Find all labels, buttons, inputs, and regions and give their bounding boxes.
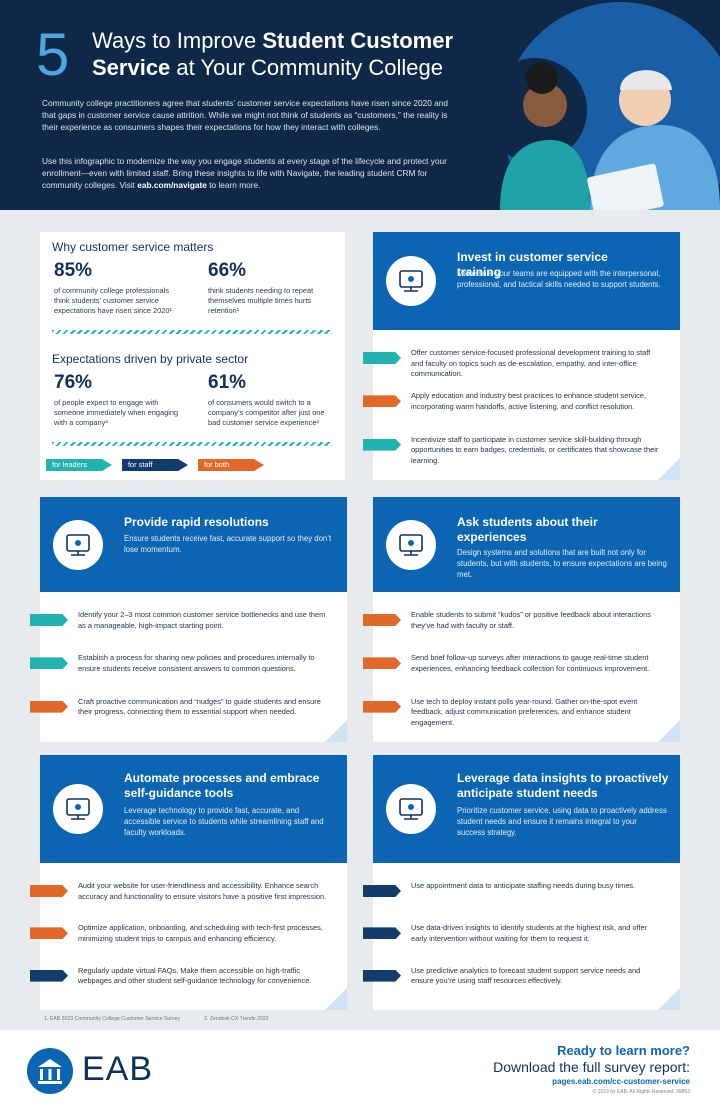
legend-tag: for leaders	[46, 459, 112, 471]
list-item: Offer customer service-focused professio…	[411, 348, 651, 378]
audience-tag	[30, 885, 68, 897]
card-title: Invest in customer service training	[457, 250, 608, 279]
card-header: Automate processes and embrace self-guid…	[40, 755, 347, 863]
legend-tag: for staff	[122, 459, 188, 471]
link[interactable]: eab.com/navigate	[137, 180, 207, 190]
card-icon	[53, 784, 103, 834]
list-item: Audit your website for user-friendliness…	[78, 881, 327, 901]
card: Automate processes and embrace self-guid…	[30, 755, 347, 1010]
card-description: Ensure students receive fast, accurate s…	[124, 534, 332, 554]
intro: Community college practitioners agree th…	[42, 98, 448, 132]
title-part: at Your Community College	[170, 55, 443, 80]
card-icon	[386, 784, 436, 834]
stat-value: 66%	[208, 260, 247, 281]
card: Provide rapid resolutions Ensure students…	[30, 497, 347, 742]
stats-heading: Why customer service matters	[52, 240, 214, 254]
download: Download the full survey report:	[493, 1059, 690, 1075]
audience-tag	[30, 700, 68, 713]
card-title: Automate processes and embrace self-guid…	[124, 771, 320, 800]
stat-text: of people expect to engage with someone …	[54, 398, 179, 427]
intro: Use this infographic to modernize the wa…	[42, 155, 462, 191]
list-item: Use appointment data to anticipate staff…	[411, 881, 636, 890]
number: 5	[36, 21, 70, 88]
stat-text: think students needing to repeat themsel…	[208, 286, 314, 315]
card-header: Invest in customer service training Make …	[373, 232, 680, 330]
divider	[52, 442, 332, 446]
audience-tag	[363, 614, 401, 626]
footer: EAB Ready to learn more? Download the fu…	[0, 1030, 720, 1112]
footnote: 1. EAB 2023 Community College Customer S…	[44, 1016, 181, 1022]
cta: Ready to learn more?	[557, 1043, 690, 1058]
card-description: Make sure your teams are equipped with t…	[457, 269, 661, 289]
stat-text: of community college professionals think…	[54, 286, 172, 315]
card-icon	[53, 519, 103, 570]
card-icon	[386, 519, 436, 570]
stat-value: 76%	[54, 372, 93, 393]
corner	[658, 988, 680, 1010]
card-header: Leverage data insights to proactively an…	[373, 755, 680, 863]
list-item: Craft proactive communication and “nudge…	[78, 696, 321, 717]
stat-value: 85%	[54, 260, 93, 281]
card-header: Provide rapid resolutions Ensure students…	[40, 497, 347, 592]
audience-tag	[30, 657, 68, 670]
logo-text: EAB	[82, 1050, 154, 1088]
card-header: Ask students about their experiences Desi…	[373, 497, 680, 592]
audience-tag	[30, 969, 68, 982]
illustration	[483, 2, 720, 210]
footnote: 2. Zendesk CX Trends 2022	[204, 1016, 269, 1022]
list-item: Incentivize staff to participate in cust…	[411, 434, 659, 465]
logo-icon	[27, 1048, 73, 1094]
audience-tag	[363, 395, 401, 408]
list-item: Optimize application, onboarding, and sc…	[78, 923, 323, 943]
audience-tag	[363, 438, 401, 451]
corner	[658, 458, 680, 480]
card-icon	[386, 256, 436, 306]
audience-tag	[30, 927, 68, 940]
corner	[325, 988, 347, 1010]
corner	[658, 720, 680, 742]
link[interactable]: pages.eab.com/cc-customer-service	[552, 1077, 690, 1086]
list-item: Establish a process for sharing new poli…	[78, 653, 315, 673]
card-title: Ask students about their experiences	[457, 515, 598, 544]
list-item: Identify your 2–3 most common customer s…	[78, 610, 326, 630]
intro-text: Use this infographic to modernize the wa…	[42, 156, 447, 190]
title: Ways to Improve Student Customer Service…	[92, 27, 502, 81]
corner	[325, 720, 347, 742]
list-item: Regularly update virtual FAQs. Make them…	[78, 965, 312, 986]
stat-text: of consumers would switch to a company’s…	[208, 398, 325, 427]
card: Ask students about their experiences Desi…	[363, 497, 680, 742]
stats-heading: Expectations driven by private sector	[52, 352, 249, 366]
list-item: Use data-driven insights to identify stu…	[411, 923, 648, 943]
audience-tag	[30, 614, 68, 626]
copyright: © 2023 by EAB. All Rights Reserved. 3985…	[592, 1089, 690, 1095]
audience-tag	[363, 700, 401, 713]
card-description: Leverage technology to provide fast, acc…	[124, 806, 324, 837]
stats-panel: Why customer service matters 85% of commun…	[40, 232, 345, 480]
header: 5 Ways to Improve Student Customer Servi…	[0, 0, 720, 210]
card-description: Prioritize customer service, using data …	[457, 806, 667, 837]
card: Invest in customer service training Make …	[363, 232, 680, 480]
card-title: Leverage data insights to proactively an…	[457, 771, 669, 800]
audience-tag	[363, 352, 401, 364]
list-item: Use tech to deploy instant polls year-ro…	[411, 696, 638, 727]
title-bold: Student Customer Service	[92, 28, 454, 80]
legend-tag: for both	[198, 459, 264, 471]
list-item: Send brief follow-up surveys after inter…	[411, 653, 650, 673]
audience-tag	[363, 927, 401, 940]
stat-value: 61%	[208, 372, 247, 393]
list-item: Use predictive analytics to forecast stu…	[411, 965, 641, 986]
list-item: Apply education and industry best practi…	[411, 391, 646, 411]
card-title: Provide rapid resolutions	[124, 515, 269, 529]
card-description: Design systems and solutions that are bu…	[457, 548, 667, 579]
audience-tag	[363, 969, 401, 982]
title-part: Ways to Improve	[92, 28, 263, 53]
list-item: Enable students to submit “kudos” or pos…	[411, 610, 651, 630]
intro-text: to learn more.	[206, 180, 261, 190]
divider	[52, 330, 332, 334]
audience-tag	[363, 657, 401, 670]
audience-tag	[363, 885, 401, 897]
card: Leverage data insights to proactively an…	[363, 755, 680, 1010]
